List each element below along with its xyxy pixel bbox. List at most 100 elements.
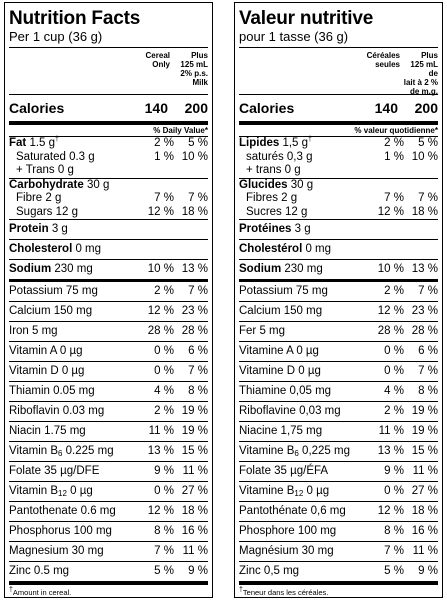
nutrient-label: Potassium 75 mg	[239, 284, 328, 297]
nutrient-milk-value: 11 %	[412, 544, 438, 557]
nutrient-row: Phosphorus 100 mg 8 % 16 %	[9, 521, 208, 541]
nutrient-row: Vitamin B6 0.225 mg 13 % 15 %	[9, 441, 208, 461]
protein-name: Protéines	[239, 222, 292, 235]
nutrient-cereal-value: 11 %	[148, 424, 174, 437]
nutrient-label: Calcium 150 mg	[239, 304, 323, 317]
sodium-amount: 230 mg	[284, 262, 323, 275]
nutrient-milk-value: 11 %	[412, 464, 438, 477]
cholesterol-row: Cholestérol 0 mg	[239, 239, 438, 259]
column-cereal-only: Cereal Only	[145, 51, 170, 69]
cholesterol-name: Cholestérol	[239, 242, 303, 255]
fat-row: Fat 1.5 g† 2 % 5 %	[9, 136, 208, 151]
nutrient-cereal-value: 12 %	[147, 504, 174, 517]
nutrient-cereal-value: 0 %	[154, 484, 174, 497]
trans-row: + Trans 0 g	[9, 164, 208, 178]
saturated-row: saturés 0,3 g 1 % 10 %	[239, 151, 438, 165]
nutrient-label: Pantothénate 0,6 mg	[239, 504, 346, 517]
sugars-row: Sucres 12 g 12 % 18 %	[239, 206, 438, 220]
nutrient-cereal-value: 13 %	[377, 444, 404, 457]
fat-cereal: 2 %	[154, 137, 174, 149]
nutrient-row: Zinc 0.5 mg 5 % 9 %	[9, 561, 208, 581]
panel-title: Valeur nutritive	[239, 8, 374, 29]
carbohydrate-amount: 30 g	[290, 178, 314, 191]
sugars-label: Sugars 12 g	[16, 205, 79, 218]
nutrient-milk-value: 18 %	[181, 504, 208, 517]
sodium-row: Sodium 230 mg 10 % 13 %	[9, 259, 208, 279]
fat-amount: 1.5 g	[29, 137, 56, 149]
fibre-row: Fibre 2 g 7 % 7 %	[9, 192, 208, 206]
sodium-name: Sodium	[9, 262, 52, 275]
nutrient-cereal-value: 9 %	[384, 464, 404, 477]
saturated-cereal: 1 %	[154, 150, 174, 163]
nutrient-cereal-value: 4 %	[154, 384, 174, 397]
sodium-row: Sodium 230 mg 10 % 13 %	[239, 259, 438, 279]
nutrient-cereal-value: 7 %	[154, 544, 174, 557]
nutrient-cereal-value: 2 %	[384, 284, 404, 297]
nutrient-milk-value: 23 %	[411, 304, 438, 317]
trans-row: + trans 0 g	[239, 164, 438, 178]
nutrient-cereal-value: 5 %	[154, 564, 174, 577]
protein-row: Protein 3 g	[9, 219, 208, 239]
nutrient-cereal-value: 0 %	[384, 344, 404, 357]
sugars-milk: 18 %	[181, 205, 208, 218]
nutrient-row: Thiamine 0,05 mg 4 % 8 %	[239, 381, 438, 401]
nutrient-milk-value: 7 %	[188, 364, 208, 377]
fat-row: Lipides 1,5 g† 2 % 5 %	[239, 136, 438, 151]
nutrient-label: Niacine 1,75 mg	[239, 424, 323, 437]
nutrient-row: Riboflavin 0.03 mg 2 % 19 %	[9, 401, 208, 421]
nutrient-label: Fer 5 mg	[239, 324, 286, 337]
nutrient-row: Vitamine B6 0,225 mg 13 % 15 %	[239, 441, 438, 461]
nutrient-row: Vitamin D 0 µg 0 % 7 %	[9, 361, 208, 381]
calories-milk: 200	[414, 100, 438, 116]
fat-footnote-mark: †	[308, 136, 312, 144]
nutrient-row: Folate 35 µg/DFE 9 % 11 %	[9, 461, 208, 481]
calories-milk: 200	[184, 100, 208, 116]
column-cereal-only: Céréales seules	[366, 51, 400, 69]
cholesterol-name: Cholesterol	[9, 242, 73, 255]
nutrient-row: Vitamine A 0 µg 0 % 6 %	[239, 341, 438, 361]
nutrient-cereal-value: 0 %	[384, 484, 404, 497]
sodium-name: Sodium	[239, 262, 282, 275]
calories-row: Calories 140 200	[239, 94, 438, 121]
nutrient-label: Calcium 150 mg	[9, 304, 93, 317]
carbohydrate-amount: 30 g	[86, 178, 110, 191]
nutrient-row: Pantothenate 0.6 mg 12 % 18 %	[9, 501, 208, 521]
nutrient-milk-value: 28 %	[411, 324, 438, 337]
nutrient-label: Vitamine B6 0,225 mg	[239, 444, 351, 458]
protein-row: Protéines 3 g	[239, 219, 438, 239]
micronutrient-list: Potassium 75 mg 2 % 7 % Calcium 150 mg 12 % 2…	[9, 282, 208, 581]
nutrient-cereal-value: 8 %	[154, 524, 174, 537]
micronutrient-list: Potassium 75 mg 2 % 7 % Calcium 150 mg 12 % 2…	[239, 282, 438, 581]
nutrient-milk-value: 8 %	[418, 384, 438, 397]
nutrient-row: Calcium 150 mg 12 % 23 %	[239, 301, 438, 321]
nutrient-cereal-value: 0 %	[154, 364, 174, 377]
nutrient-label: Vitamin D 0 µg	[9, 364, 85, 377]
nutrition-panel-french: Valeur nutritive pour 1 tasse (36 g) Cér…	[234, 2, 443, 598]
nutrient-label: Zinc 0.5 mg	[9, 564, 70, 577]
nutrient-milk-value: 9 %	[188, 564, 208, 577]
sodium-cereal: 10 %	[147, 262, 174, 275]
serving-size: Per 1 cup (36 g)	[9, 29, 103, 44]
fibre-label: Fibre 2 g	[16, 192, 62, 204]
nutrient-label: Phosphore 100 mg	[239, 524, 337, 537]
nutrition-panel-english: Nutrition Facts Per 1 cup (36 g) Cereal O…	[4, 2, 213, 598]
nutrient-cereal-value: 12 %	[377, 304, 404, 317]
sugars-row: Sugars 12 g 12 % 18 %	[9, 206, 208, 220]
nutrient-label: Phosphorus 100 mg	[9, 524, 112, 537]
nutrient-cereal-value: 4 %	[384, 384, 404, 397]
nutrient-label: Vitamine A 0 µg	[239, 344, 319, 357]
nutrient-row: Niacin 1.75 mg 11 % 19 %	[9, 421, 208, 441]
nutrient-label: Vitamin A 0 µg	[9, 344, 83, 357]
nutrient-row: Phosphore 100 mg 8 % 16 %	[239, 521, 438, 541]
nutrient-row: Vitamine B12 0 µg 0 % 27 %	[239, 481, 438, 501]
column-header: Cereal Only Plus 125 mL 2% p.s. Milk	[9, 47, 208, 94]
nutrient-row: Folate 35 µg/ÉFA 9 % 11 %	[239, 461, 438, 481]
sugars-cereal: 12 %	[377, 205, 404, 218]
nutrient-row: Magnésium 30 mg 7 % 11 %	[239, 541, 438, 561]
trans-label: + Trans 0 g	[16, 164, 74, 176]
panel-title: Nutrition Facts	[9, 8, 141, 29]
nutrient-milk-value: 6 %	[418, 344, 438, 357]
nutrient-row: Niacine 1,75 mg 11 % 19 %	[239, 421, 438, 441]
daily-value-label: % valeur quotidienne*	[354, 126, 438, 135]
nutrient-milk-value: 7 %	[188, 284, 208, 297]
